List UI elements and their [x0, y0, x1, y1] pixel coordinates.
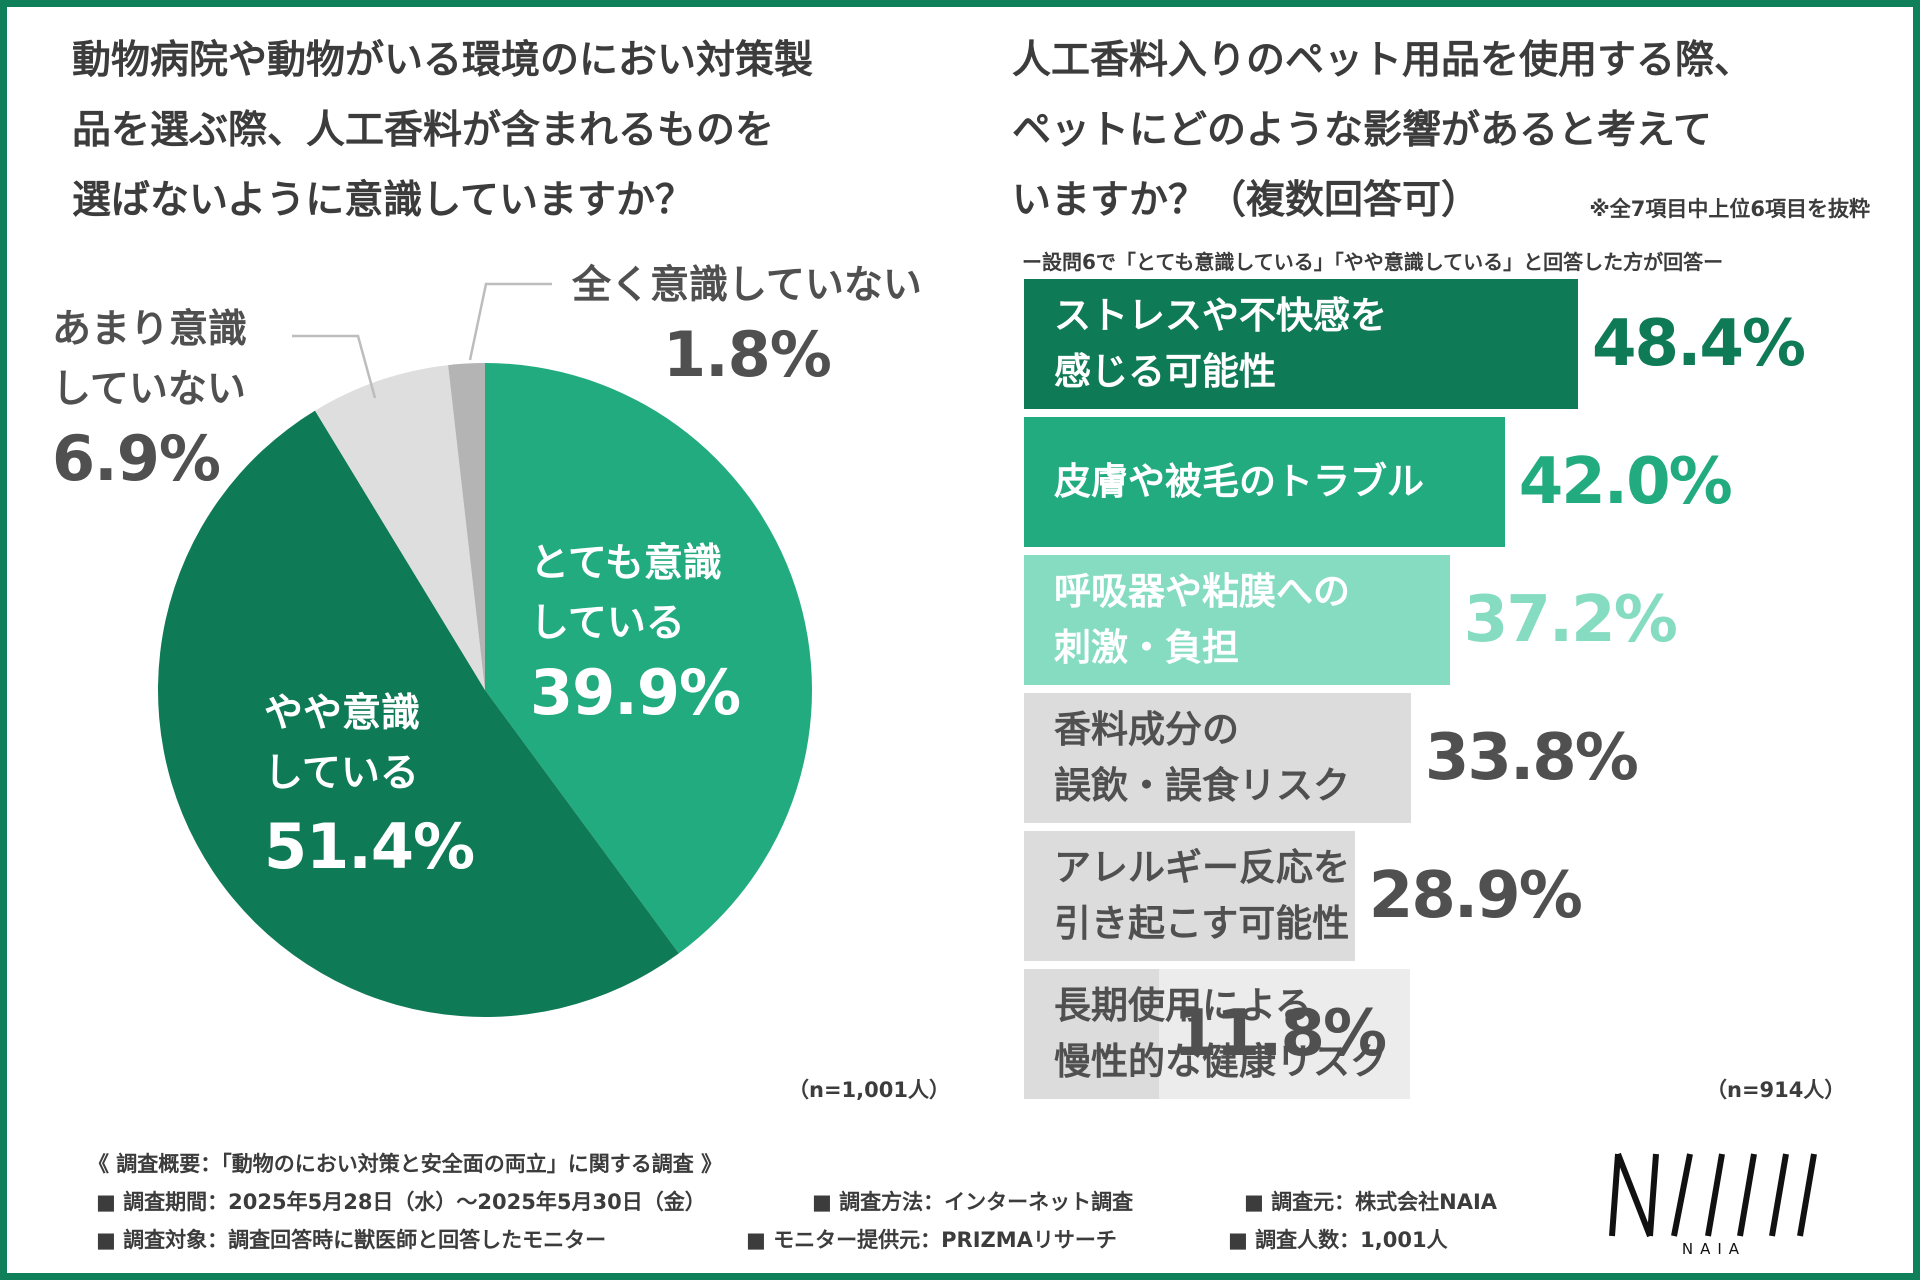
bar-category-label-line: 引き起こす可能性 — [1054, 902, 1350, 945]
bar-chart-title: 人工香料入りのペット用品を使用する際、 ペットにどのような影響があると考えて い… — [1012, 26, 1753, 236]
pie-chart-title: 動物病院や動物がいる環境のにおい対策製 品を選ぶ際、人工香料が含まれるものを 選… — [72, 26, 813, 236]
pie-slice-very-conscious — [485, 363, 813, 954]
pie-label-text: やや意識 — [264, 691, 421, 736]
bar-category-label-line: アレルギー反応を — [1054, 846, 1350, 889]
bar-fill — [1024, 555, 1450, 685]
pie-label-value: 39.9% — [530, 656, 741, 729]
pie-chart — [158, 282, 813, 1017]
bar-category-label-line: 慢性的な健康リスク — [1054, 1040, 1387, 1083]
leader-line-not-very-conscious — [292, 334, 377, 399]
bar-value-label: 11.8% — [1173, 997, 1387, 1071]
pie-label-not-conscious-at-all: 全く意識していない 1.8% — [572, 256, 922, 394]
bar-long-term: 長期使用による慢性的な健康リスク 11.8% — [1024, 969, 1410, 1099]
bar-category-label: 皮膚や被毛のトラブル — [1054, 454, 1424, 510]
bar-category-label: 長期使用による慢性的な健康リスク — [1054, 978, 1387, 1090]
bar-fill — [1024, 831, 1355, 961]
pie-label-very-conscious: とても意識 している 39.9% — [530, 534, 741, 732]
pie-title-line: 動物病院や動物がいる環境のにおい対策製 — [72, 38, 814, 83]
pie-slice-somewhat-conscious — [158, 410, 679, 1017]
bar-category-label-line: ストレスや不快感を — [1054, 294, 1387, 337]
bar-title-line: いますか？（複数回答可） — [1012, 178, 1481, 223]
pie-label-value: 51.4% — [264, 810, 475, 883]
survey-summary-heading: 《 調査概要：「動物のにおい対策と安全面の両立」に関する調査 》 — [88, 1152, 723, 1176]
pie-slice-not-conscious-at-all — [448, 363, 485, 690]
bar-value-label: 28.9% — [1368, 859, 1583, 933]
bar-value-label: 42.0% — [1518, 445, 1733, 519]
pie-label-text: 全く意識していない — [572, 263, 922, 308]
bar-value-label: 37.2% — [1463, 583, 1678, 657]
bar-respiratory: 呼吸器や粘膜への 刺激・負担 37.2% — [1024, 555, 1678, 685]
pie-label-text: している — [530, 601, 685, 646]
bar-title-line: 人工香料入りのペット用品を使用する際、 — [1012, 38, 1754, 83]
bar-ingestion: 香料成分の誤飲・誤食リスク 33.8% — [1024, 693, 1639, 823]
survey-organizer: ■ 調査元：株式会社NAIA — [1244, 1190, 1498, 1214]
bar-category-label-line: 長期使用による — [1054, 984, 1312, 1027]
pie-label-text: あまり意識 — [52, 307, 248, 352]
pie-label-somewhat-conscious: やや意識 している 51.4% — [264, 684, 475, 886]
pie-title-line: 選ばないように意識していますか？ — [72, 178, 695, 223]
bar-category-label-line: 感じる可能性 — [1054, 350, 1276, 393]
bar-category-label-line: 呼吸器や粘膜への — [1054, 570, 1350, 613]
survey-period: ■ 調査期間：2025年5月28日（水）～2025年5月30日（金） — [96, 1190, 706, 1214]
pie-title-line: 品を選ぶ際、人工香料が含まれるものを — [72, 108, 775, 153]
bar-fill — [1024, 969, 1160, 1099]
pie-label-text: していない — [52, 367, 246, 412]
bar-category-label-line: 刺激・負担 — [1054, 626, 1239, 669]
bar-fill — [1024, 279, 1578, 409]
excerpt-note: ※全7項目中上位6項目を抜粋 — [1589, 197, 1870, 221]
naia-logo-text: NAIA — [1681, 1240, 1747, 1258]
bar-title-line: ペットにどのような影響があると考えて — [1012, 108, 1713, 153]
bar-fill — [1024, 417, 1505, 547]
pie-label-text: している — [264, 751, 419, 796]
bar-chart-subheading: ー設問6で「とても意識している」「やや意識している」と回答した方が回答ー — [1022, 250, 1724, 274]
bar-category-label: 呼吸器や粘膜への 刺激・負担 — [1054, 564, 1350, 676]
bar-fill — [1024, 693, 1411, 823]
pie-slice-not-very-conscious — [315, 365, 485, 690]
pie-label-value: 6.9% — [52, 422, 221, 495]
survey-method: ■ 調査方法：インターネット調査 — [812, 1190, 1134, 1214]
bar-category-label-line: 誤飲・誤食リスク — [1054, 764, 1350, 807]
leader-line-not-conscious-at-all — [468, 282, 552, 361]
pie-label-text: とても意識 — [530, 541, 722, 586]
pie-sample-size: （n=1,001人） — [788, 1078, 950, 1102]
bar-category-label: アレルギー反応を 引き起こす可能性 — [1054, 840, 1350, 952]
bar-value-label: 33.8% — [1424, 721, 1639, 795]
naia-logo — [1609, 1152, 1817, 1238]
bar-sample-size: （n=914人） — [1706, 1078, 1846, 1102]
survey-target: ■ 調査対象：調査回答時に獣医師と回答したモニター — [96, 1228, 607, 1252]
pie-label-value: 1.8% — [662, 318, 832, 391]
bar-stress: ストレスや不快感を 感じる可能性 48.4% — [1024, 279, 1806, 409]
respondent-count: ■ 調査人数：1,001人 — [1228, 1228, 1448, 1252]
bar-allergy: アレルギー反応を 引き起こす可能性 28.9% — [1024, 831, 1583, 961]
bar-category-label-line: 皮膚や被毛のトラブル — [1054, 460, 1424, 503]
bar-category-label-line: 香料成分の — [1054, 708, 1239, 751]
bar-skin-coat: 皮膚や被毛のトラブル 42.0% — [1024, 417, 1733, 547]
bar-category-label: ストレスや不快感を 感じる可能性 — [1054, 288, 1387, 400]
monitor-provider: ■ モニター提供元：PRIZMAリサーチ — [746, 1228, 1117, 1252]
pie-label-not-very-conscious: あまり意識 していない 6.9% — [52, 300, 247, 498]
bar-value-label: 48.4% — [1592, 307, 1806, 381]
bar-category-label: 香料成分の誤飲・誤食リスク — [1054, 702, 1350, 814]
